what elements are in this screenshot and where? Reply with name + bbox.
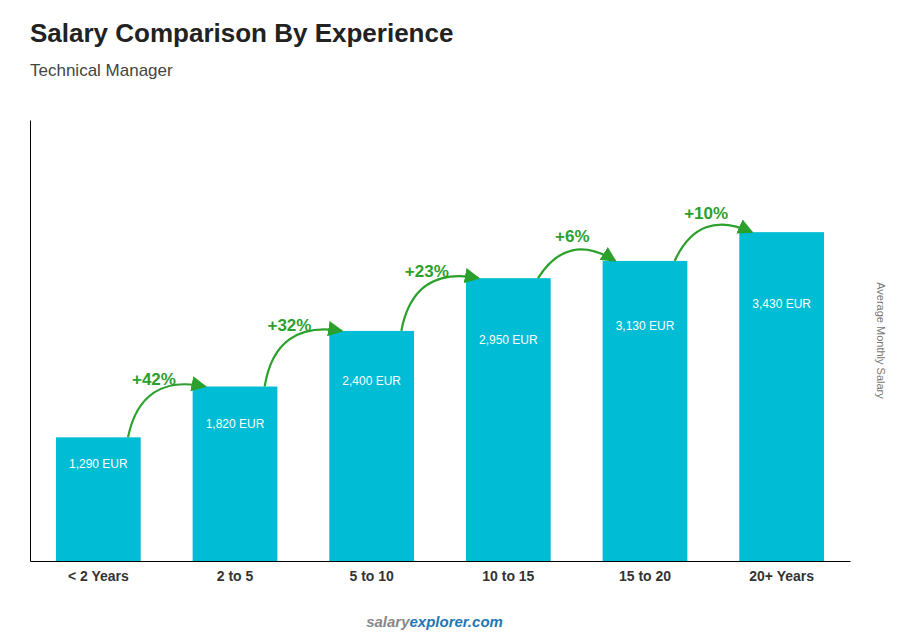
- change-arrow: [538, 249, 615, 278]
- change-label: +6%: [555, 227, 590, 246]
- change-label: +32%: [267, 316, 311, 335]
- title: Salary Comparison By Experience: [30, 18, 453, 48]
- watermark: salary: [366, 613, 410, 630]
- bar: [193, 387, 278, 561]
- chart: Salary Comparison By Experience Technical…: [0, 0, 900, 641]
- change-arrow: [128, 384, 205, 437]
- bar: [739, 232, 824, 561]
- x-tick: 20+ Years: [749, 561, 814, 584]
- x-axis-line: [31, 561, 851, 562]
- x-tick: 5 to 10: [349, 561, 394, 584]
- x-axis: < 2 Years 2 to 5 5 to 10 10 to 15 15 to 20 20…: [31, 561, 851, 584]
- bar: [56, 437, 141, 561]
- change-arrow: [675, 225, 752, 261]
- data-label: 1,290 EUR: [69, 457, 128, 471]
- subtitle: Technical Manager: [30, 61, 173, 80]
- watermark: explorer.com: [410, 613, 503, 630]
- bar: [603, 261, 688, 561]
- x-tick-label: 20+ Years: [749, 568, 814, 584]
- data-labels: 1,290 EUR 1,820 EUR 2,400 EUR 2,950 EUR 3,13…: [69, 297, 811, 471]
- change-arrow: [265, 329, 342, 386]
- change-arrows: +42% +32% +23% +6% +10%: [128, 204, 752, 437]
- x-tick: < 2 Years: [68, 561, 129, 584]
- y-axis-line: [30, 121, 31, 562]
- x-tick-label: 10 to 15: [482, 568, 534, 584]
- change-label: +23%: [405, 262, 449, 281]
- bars: [56, 232, 824, 561]
- x-tick-label: < 2 Years: [68, 568, 129, 584]
- bar: [466, 278, 551, 561]
- x-tick: 15 to 20: [619, 561, 671, 584]
- y-axis-title: Average Monthly Salary: [875, 282, 887, 399]
- x-tick-label: 5 to 10: [349, 568, 394, 584]
- y-axis: [30, 121, 31, 562]
- data-label: 3,130 EUR: [616, 319, 675, 333]
- change-label: +10%: [684, 204, 728, 223]
- data-label: 1,820 EUR: [206, 417, 265, 431]
- x-tick-label: 2 to 5: [217, 568, 254, 584]
- x-tick-label: 15 to 20: [619, 568, 671, 584]
- change-label: +42%: [132, 370, 176, 389]
- data-label: 2,950 EUR: [479, 333, 538, 347]
- data-label: 2,400 EUR: [342, 374, 401, 388]
- x-tick: 10 to 15: [482, 561, 534, 584]
- change-arrow: [401, 276, 478, 331]
- bar: [329, 331, 414, 561]
- data-label: 3,430 EUR: [752, 297, 811, 311]
- x-tick: 2 to 5: [217, 561, 254, 584]
